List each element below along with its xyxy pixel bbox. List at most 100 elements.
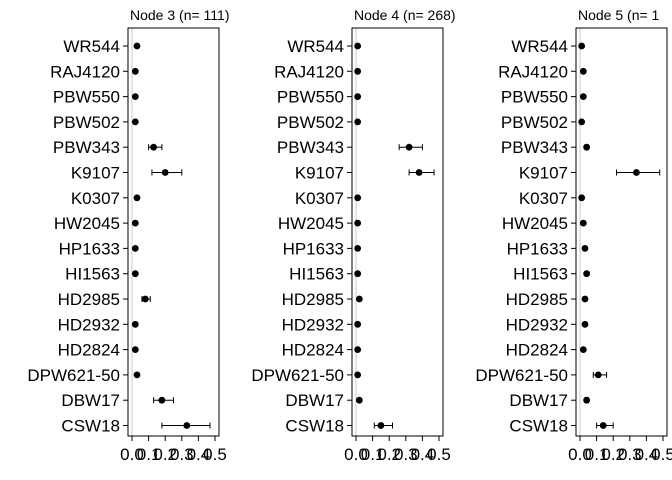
x-tick-label: 0.0 <box>344 445 368 464</box>
panel-frame <box>127 27 220 437</box>
data-point <box>131 67 139 75</box>
data-point <box>578 42 586 50</box>
category-label: K0307 <box>519 189 568 208</box>
data-point <box>578 118 586 126</box>
data-point <box>150 143 157 151</box>
category-label: PBW550 <box>277 88 344 107</box>
x-tick-label: 0.4 <box>635 445 659 464</box>
data-point <box>633 169 640 176</box>
data-point <box>354 270 362 278</box>
data-point <box>354 93 362 100</box>
x-tick-label: 0.5 <box>427 445 451 464</box>
x-tick-label: 0.2 <box>377 445 401 464</box>
panel-title: Node 4 (n= 268) <box>354 7 456 23</box>
category-label: WR544 <box>63 37 120 56</box>
x-tick-label: 0.4 <box>187 445 211 464</box>
category-label: PBW502 <box>501 113 568 132</box>
data-point <box>354 42 362 50</box>
category-label: DPW621-50 <box>475 366 568 385</box>
data-point <box>579 219 587 227</box>
category-label: PBW343 <box>501 138 568 157</box>
x-tick-label: 0.0 <box>120 445 144 464</box>
data-point <box>354 320 362 328</box>
x-tick-label: 0.1 <box>361 445 385 464</box>
category-label: CSW18 <box>509 417 568 436</box>
category-label: PBW502 <box>53 113 120 132</box>
category-label: PBW502 <box>277 113 344 132</box>
x-tick-label: 0.1 <box>585 445 609 464</box>
category-label: PBW550 <box>501 88 568 107</box>
category-label: RAJ4120 <box>498 62 568 81</box>
data-point <box>354 67 362 75</box>
data-point <box>579 346 587 353</box>
category-label: K0307 <box>71 189 120 208</box>
category-label: K9107 <box>519 164 568 183</box>
category-label: DBW17 <box>61 391 120 410</box>
category-label: HI1563 <box>65 265 120 284</box>
category-label: HD2824 <box>58 341 120 360</box>
category-label: HI1563 <box>289 265 344 284</box>
category-label: HW2045 <box>278 214 344 233</box>
category-label: HW2045 <box>54 214 120 233</box>
data-point <box>581 320 589 328</box>
category-label: HD2985 <box>58 290 120 309</box>
panel-frame <box>351 27 444 437</box>
data-point <box>354 219 362 227</box>
data-point <box>354 194 362 202</box>
data-point <box>579 67 587 75</box>
data-point <box>183 422 191 429</box>
category-label: DPW621-50 <box>27 366 120 385</box>
data-point <box>415 169 423 176</box>
category-label: CSW18 <box>61 417 120 436</box>
x-tick-label: 0.5 <box>203 445 227 464</box>
category-label: RAJ4120 <box>274 62 344 81</box>
x-tick-label: 0.3 <box>618 445 642 464</box>
category-label: DPW621-50 <box>251 366 344 385</box>
category-label: HD2932 <box>506 315 568 334</box>
data-point <box>354 118 362 126</box>
data-point <box>131 93 139 100</box>
data-point <box>141 295 149 303</box>
data-point <box>131 245 139 252</box>
x-tick-label: 0.0 <box>568 445 592 464</box>
data-point <box>161 169 169 176</box>
panel-title: Node 3 (n= 111) <box>130 7 230 23</box>
data-point <box>354 346 362 353</box>
data-point <box>578 194 586 202</box>
category-label: K9107 <box>295 164 344 183</box>
data-point <box>131 270 139 278</box>
data-point <box>405 143 413 151</box>
category-label: PBW343 <box>53 138 120 157</box>
x-tick-label: 0.2 <box>601 445 625 464</box>
data-point <box>158 396 166 404</box>
category-label: WR544 <box>511 37 568 56</box>
category-label: HI1563 <box>513 265 568 284</box>
data-point <box>594 371 602 379</box>
panel-title: Node 5 (n= 1 <box>578 7 660 23</box>
category-label: CSW18 <box>285 417 344 436</box>
x-tick-label: 0.1 <box>137 445 161 464</box>
data-point <box>131 118 139 126</box>
data-point <box>355 396 363 404</box>
data-point <box>599 422 607 429</box>
data-point <box>131 320 139 328</box>
category-label: HD2985 <box>506 290 568 309</box>
data-point <box>377 422 385 429</box>
category-label: K0307 <box>295 189 344 208</box>
category-label: HD2824 <box>282 341 344 360</box>
x-tick-label: 0.3 <box>394 445 418 464</box>
data-point <box>354 245 362 252</box>
category-label: DBW17 <box>509 391 568 410</box>
category-label: HD2932 <box>282 315 344 334</box>
category-label: PBW550 <box>53 88 120 107</box>
data-point <box>133 42 141 50</box>
category-label: HD2824 <box>506 341 568 360</box>
category-label: K9107 <box>71 164 120 183</box>
category-label: HD2985 <box>282 290 344 309</box>
category-label: HW2045 <box>502 214 568 233</box>
category-label: HD2932 <box>58 315 120 334</box>
data-point <box>131 219 139 227</box>
category-label: HP1633 <box>59 239 120 258</box>
category-label: DBW17 <box>285 391 344 410</box>
